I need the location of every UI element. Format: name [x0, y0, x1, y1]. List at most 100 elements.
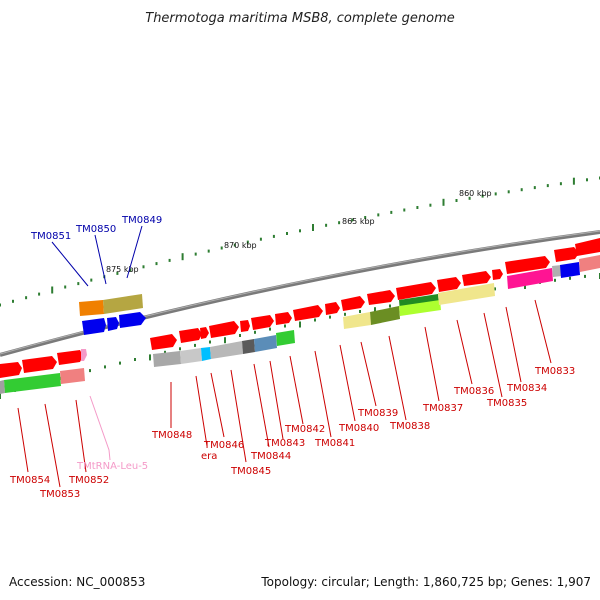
scale-tick — [403, 208, 406, 212]
gene-label-era[interactable]: era — [201, 451, 217, 462]
scale-tick — [259, 237, 262, 241]
gene-feature-trna-pink[interactable] — [81, 349, 87, 361]
gene-feature-tm0833-blue[interactable] — [560, 262, 580, 278]
gene-feature-right-red-1[interactable] — [554, 247, 579, 262]
gene-label-tm0849[interactable]: TM0849 — [121, 215, 162, 226]
gene-feature-tm0853-red[interactable] — [22, 356, 57, 373]
gene-feature-tm0838-red[interactable] — [367, 290, 395, 305]
gene-feature-tm0853-green[interactable] — [4, 373, 61, 393]
gene-feature-tm0836-khaki[interactable] — [438, 283, 495, 305]
gene-label-tm0841[interactable]: TM0841 — [314, 438, 355, 449]
scale-label-875: 875 kbp — [106, 265, 139, 274]
gene-feature-tm0838-olive[interactable] — [370, 306, 400, 325]
scale-tick-inner — [269, 327, 271, 331]
scale-tick — [77, 282, 80, 286]
gene-feature-tm0849-blue[interactable] — [119, 312, 146, 328]
scale-tick-inner — [104, 365, 106, 369]
gene-feature-tm0851-blue[interactable] — [82, 318, 106, 335]
gene-feature-tm0851-orange[interactable] — [79, 300, 104, 316]
gene-feature-right-salmon[interactable] — [579, 255, 600, 272]
gene-feature-era-gray[interactable] — [180, 348, 202, 364]
gene-label-tm0843[interactable]: TM0843 — [264, 438, 305, 449]
gene-label-tm0834[interactable]: TM0834 — [506, 383, 547, 394]
gene-label-tm0851[interactable]: TM0851 — [30, 231, 71, 242]
gene-feature-tm0834-magenta[interactable] — [507, 268, 553, 289]
scale-tick — [142, 265, 145, 269]
gene-label-tm0839[interactable]: TM0839 — [357, 408, 398, 419]
gene-label-tm0846[interactable]: TM0846 — [203, 440, 244, 451]
gene-label-tm0854[interactable]: TM0854 — [9, 475, 50, 486]
scale-tick — [572, 177, 575, 185]
gene-feature-era-red[interactable] — [179, 328, 202, 343]
gene-feature-tm0839-red[interactable] — [341, 296, 365, 311]
gene-feature-tm0852-red[interactable] — [57, 350, 83, 365]
gene-label-tm0853[interactable]: TM0853 — [39, 489, 80, 500]
scale-tick-inner — [209, 340, 211, 344]
gene-label-tm0852[interactable]: TM0852 — [68, 475, 109, 486]
gene-feature-tm0843-steel[interactable] — [254, 335, 277, 352]
gene-label-tm0840[interactable]: TM0840 — [338, 423, 379, 434]
gene-group-tm0849-0851 — [79, 294, 146, 335]
gene-feature-tm0836-red[interactable] — [437, 277, 461, 292]
scale-tick — [533, 186, 536, 190]
gene-feature-tm0833-red[interactable] — [505, 256, 550, 274]
genome-backbone — [0, 230, 600, 357]
scale-tick — [181, 253, 184, 261]
gene-label-tm0842[interactable]: TM0842 — [284, 424, 325, 435]
scale-tick — [194, 252, 197, 256]
gene-feature-tm0845-gray[interactable] — [210, 341, 243, 359]
gene-feature-tm0841-red[interactable] — [293, 305, 323, 321]
gene-feature-tm0837-red[interactable] — [396, 282, 436, 300]
scale-tick-inner — [254, 330, 256, 334]
scale-tick — [520, 188, 523, 192]
gene-feature-tm0852-salmon[interactable] — [60, 368, 85, 384]
gene-feature-tm0850-olive[interactable] — [103, 294, 143, 314]
scale-tick-inner — [569, 276, 571, 280]
gene-label-tm0838[interactable]: TM0838 — [389, 421, 430, 432]
gene-feature-tm0848-gray[interactable] — [153, 351, 181, 367]
gene-feature-tm0842-green[interactable] — [276, 330, 295, 346]
gene-feature-tm0844-red[interactable] — [240, 320, 250, 332]
gene-label-tm0833[interactable]: TM0833 — [534, 366, 575, 377]
scale-tick-inner — [179, 347, 181, 351]
gene-feature-tm0842-red[interactable] — [275, 312, 292, 325]
scale-tick-inner — [554, 278, 556, 282]
gene-label-tm0850[interactable]: TM0850 — [75, 224, 116, 235]
scale-tick-inner — [494, 287, 496, 291]
gene-feature-tm0837-lime[interactable] — [399, 300, 441, 316]
gene-label-tm0837[interactable]: TM0837 — [422, 403, 463, 414]
gene-feature-tm0854-gray[interactable] — [0, 380, 5, 394]
gene-feature-tm0834-red[interactable] — [492, 269, 503, 280]
gene-feature-tm0854-red[interactable] — [0, 362, 22, 378]
gene-label-tm0848[interactable]: TM0848 — [151, 430, 192, 441]
gene-feature-tm0833-gray[interactable] — [552, 265, 562, 277]
gene-label-tm0845[interactable]: TM0845 — [230, 466, 271, 477]
gene-feature-tm0839-khaki[interactable] — [343, 312, 371, 329]
gene-label-trna-leu-5[interactable]: TMtRNA-Leu-5 — [76, 461, 148, 472]
gene-label-tm0836[interactable]: TM0836 — [453, 386, 494, 397]
gene-feature-tm0843-red[interactable] — [251, 315, 274, 330]
scale-tick — [129, 268, 132, 272]
gene-feature-tm0850-blue[interactable] — [107, 317, 119, 331]
gene-group-left-edge — [0, 349, 87, 394]
gene-label-tm0844[interactable]: TM0844 — [250, 451, 291, 462]
scale-tick-inner — [344, 312, 346, 316]
scale-tick — [494, 192, 497, 196]
gene-label-tm0835[interactable]: TM0835 — [486, 398, 527, 409]
gene-feature-right-red-2[interactable] — [575, 238, 600, 256]
gene-feature-tm0844-dark[interactable] — [242, 339, 255, 354]
gene-feature-tm0846-red[interactable] — [200, 327, 209, 339]
scale-tick — [586, 178, 588, 182]
gene-feature-tm0846-cyan[interactable] — [201, 347, 211, 361]
scale-tick-inner — [224, 337, 226, 344]
scale-tick — [312, 224, 314, 231]
scale-tick — [286, 232, 288, 235]
scale-tick — [220, 246, 223, 250]
scale-tick — [468, 196, 471, 200]
accession-text: Accession: NC_000853 — [9, 575, 145, 589]
gene-feature-tm0835-red[interactable] — [462, 271, 491, 286]
gene-feature-tm0840-red[interactable] — [325, 302, 340, 315]
gene-feature-tm0845-red[interactable] — [209, 321, 239, 338]
gene-feature-tm0848-red[interactable] — [150, 334, 177, 350]
scale-tick — [299, 229, 301, 233]
